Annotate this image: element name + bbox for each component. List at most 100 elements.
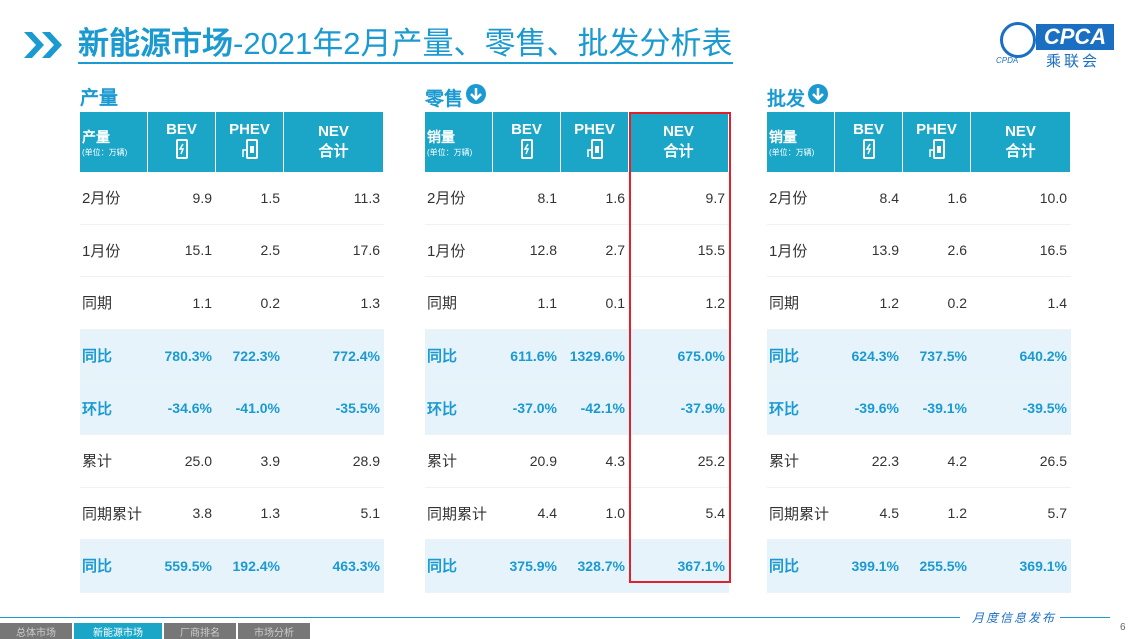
phev-icon bbox=[241, 138, 258, 159]
column-name: BEV bbox=[511, 120, 542, 138]
cell-value: 255.5% bbox=[903, 540, 971, 592]
column-name: BEV bbox=[166, 120, 197, 138]
title-rest: -2021年2月产量、零售、批发分析表 bbox=[233, 26, 733, 61]
cell-value: 12.8 bbox=[529, 242, 557, 259]
row-separator bbox=[767, 328, 1071, 330]
title: 新能源市场-2021年2月产量、零售、批发分析表 bbox=[78, 26, 733, 64]
corner-header: 产量 (单位：万辆) bbox=[80, 112, 148, 172]
row-separator bbox=[425, 486, 729, 488]
column-name: NEV bbox=[663, 123, 694, 140]
row-separator bbox=[80, 486, 384, 488]
cell-value: 8.1 bbox=[537, 189, 557, 206]
title-bold: 新能源市场 bbox=[78, 26, 233, 61]
cell-value: 192.4% bbox=[216, 540, 284, 592]
row-label: 1月份 bbox=[82, 242, 121, 260]
row-separator bbox=[767, 223, 1071, 225]
row-separator bbox=[80, 328, 384, 330]
column-header: PHEV bbox=[216, 112, 284, 172]
cell-value: 1.2 bbox=[947, 505, 967, 522]
row-label: 1月份 bbox=[427, 242, 466, 260]
corner-unit: (单位：万辆) bbox=[82, 147, 128, 157]
phev-icon bbox=[928, 138, 945, 159]
cell-value: 399.1% bbox=[835, 540, 903, 592]
icon bbox=[928, 138, 946, 164]
cell-value: 611.6% bbox=[493, 329, 561, 382]
cell-value: 737.5% bbox=[903, 329, 971, 382]
icon bbox=[586, 138, 604, 164]
cell-value: 1.4 bbox=[1047, 294, 1067, 311]
icon bbox=[173, 138, 191, 164]
cell-value: 0.2 bbox=[260, 294, 280, 311]
corner-header: 销量 (单位：万辆) bbox=[425, 112, 493, 172]
row-separator bbox=[425, 434, 729, 435]
footer-tab[interactable]: 厂商排名 bbox=[164, 623, 236, 639]
cell-value: 4.5 bbox=[879, 505, 899, 522]
row-separator bbox=[767, 434, 1071, 435]
cell-value: 8.4 bbox=[879, 189, 899, 206]
cell-value: 2.5 bbox=[260, 242, 280, 259]
cell-value: 26.5 bbox=[1039, 452, 1067, 469]
row-separator bbox=[425, 591, 729, 593]
cell-value: -42.1% bbox=[561, 382, 629, 434]
cell-value: 5.4 bbox=[705, 505, 725, 522]
cell-value: 15.1 bbox=[184, 242, 212, 259]
cell-value: 20.9 bbox=[529, 452, 557, 469]
icon bbox=[518, 138, 536, 164]
row-label: 同期累计 bbox=[769, 505, 830, 523]
page-number: 6 bbox=[1120, 622, 1126, 633]
cell-value: 2.7 bbox=[605, 242, 625, 259]
cell-value: 4.2 bbox=[947, 452, 967, 469]
logo-mark: CPDA bbox=[996, 56, 1019, 65]
row-separator bbox=[767, 486, 1071, 488]
cell-value: 1.1 bbox=[537, 294, 557, 311]
section-text: 产量 bbox=[80, 88, 119, 109]
cell-value: 1.1 bbox=[192, 294, 212, 311]
footer-tab[interactable]: 新能源市场 bbox=[74, 623, 162, 639]
row-label: 同比 bbox=[425, 329, 493, 382]
logo-main: CPCA bbox=[1036, 24, 1114, 50]
row-label: 同比 bbox=[80, 540, 148, 592]
cell-value: 1.2 bbox=[879, 294, 899, 311]
cell-value: 0.1 bbox=[605, 294, 625, 311]
row-label: 同比 bbox=[767, 329, 835, 382]
row-separator bbox=[80, 276, 384, 278]
cell-value: 9.7 bbox=[705, 189, 725, 206]
footer-tab[interactable]: 市场分析 bbox=[238, 623, 310, 639]
cell-value: 624.3% bbox=[835, 329, 903, 382]
footer-tab[interactable]: 总体市场 bbox=[0, 623, 72, 639]
corner-unit: (单位：万辆) bbox=[427, 147, 473, 157]
cell-value: 4.3 bbox=[605, 452, 625, 469]
cell-value: 328.7% bbox=[561, 540, 629, 592]
column-header: PHEV bbox=[903, 112, 971, 172]
column-header: BEV bbox=[835, 112, 903, 172]
section-text: 零售 bbox=[425, 88, 464, 110]
cell-value: 675.0% bbox=[629, 329, 729, 382]
row-separator bbox=[767, 381, 1071, 383]
corner-header: 销量 (单位：万辆) bbox=[767, 112, 835, 172]
icon bbox=[241, 138, 259, 164]
cell-value: 25.0 bbox=[184, 452, 212, 469]
row-label: 2月份 bbox=[82, 190, 121, 208]
cell-value: 1.6 bbox=[605, 189, 625, 206]
row-separator bbox=[425, 223, 729, 225]
logo-sub: 乘联会 bbox=[1046, 53, 1101, 70]
column-name: PHEV bbox=[229, 120, 270, 138]
column-name: PHEV bbox=[574, 120, 615, 138]
cell-value: 2.6 bbox=[947, 242, 967, 259]
row-separator bbox=[425, 539, 729, 541]
cell-value: -39.1% bbox=[903, 382, 971, 434]
cell-value: 22.3 bbox=[871, 452, 899, 469]
cell-value: 3.8 bbox=[192, 505, 212, 522]
cell-value: 367.1% bbox=[629, 540, 729, 592]
row-label: 累计 bbox=[769, 453, 800, 471]
row-label: 累计 bbox=[82, 453, 113, 471]
section-label: 零售 bbox=[425, 83, 487, 111]
row-label: 同比 bbox=[767, 540, 835, 592]
bev-icon bbox=[520, 138, 533, 159]
cell-value: 1329.6% bbox=[561, 329, 629, 382]
row-separator bbox=[767, 591, 1071, 593]
cell-value: 559.5% bbox=[148, 540, 216, 592]
column-sub: 合计 bbox=[318, 143, 349, 160]
row-separator bbox=[425, 381, 729, 383]
